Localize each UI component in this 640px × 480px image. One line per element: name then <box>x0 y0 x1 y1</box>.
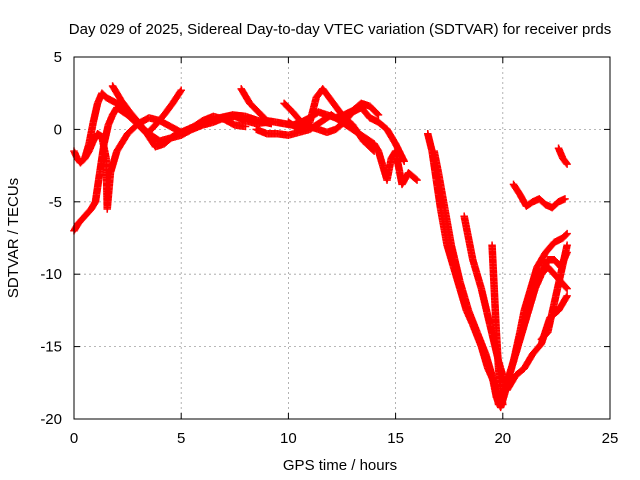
series-track-14 <box>509 180 569 212</box>
series-track-4 <box>108 82 275 151</box>
y-tick-label: -20 <box>40 411 62 428</box>
x-tick-label: 15 <box>387 430 404 447</box>
series-trace <box>488 243 507 407</box>
plot-frame <box>73 56 611 420</box>
y-axis-label: SDTVAR / TECUs <box>5 178 22 298</box>
series-trace <box>538 243 571 343</box>
series-trace <box>510 181 568 211</box>
series-trace <box>555 145 571 167</box>
y-tick-label: 5 <box>54 49 62 66</box>
x-tick-label: 10 <box>280 430 297 447</box>
data-marks <box>70 82 571 412</box>
y-tick-label: 0 <box>54 121 62 138</box>
x-axis-label: GPS time / hours <box>283 457 397 474</box>
x-tick-label: 25 <box>602 430 619 447</box>
chart-title: Day 029 of 2025, Sidereal Day-to-day VTE… <box>69 21 611 38</box>
series-trace <box>109 83 274 151</box>
x-tick-label: 5 <box>177 430 185 447</box>
y-tick-label: -15 <box>40 339 62 356</box>
axis-ticks <box>73 56 611 420</box>
series-trace <box>281 100 408 164</box>
tick-labels: 0 5 10 15 20 25 5 0 -5 -10 -15 -20 <box>40 49 618 447</box>
series-trace <box>285 86 377 154</box>
series-track-15 <box>554 144 571 168</box>
x-tick-label: 0 <box>70 430 78 447</box>
series-track-8 <box>280 99 408 166</box>
y-tick-label: -10 <box>40 266 62 283</box>
x-tick-label: 20 <box>494 430 511 447</box>
series-track-16 <box>537 241 571 344</box>
series-track-7 <box>284 85 378 155</box>
series-track-12 <box>488 241 507 409</box>
y-tick-label: -5 <box>49 194 62 211</box>
